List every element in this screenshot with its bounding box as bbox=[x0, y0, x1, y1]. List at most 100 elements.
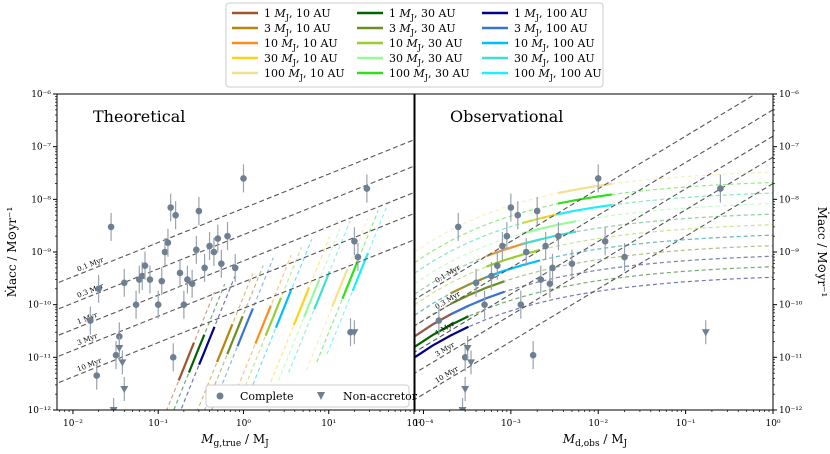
complete-point bbox=[169, 354, 177, 361]
legend-label: 1 MJ, 100 AU bbox=[514, 7, 588, 22]
complete-point bbox=[201, 264, 208, 272]
legend-nonaccretor: Non-accretor bbox=[343, 390, 418, 403]
complete-point bbox=[472, 279, 480, 287]
complete-point bbox=[218, 260, 225, 267]
y-tick-label: 10⁻¹⁰ bbox=[779, 301, 803, 311]
age-line-label: 0.1 Myr bbox=[76, 255, 105, 273]
complete-point bbox=[210, 248, 218, 256]
y-tick-label: 10⁻⁹ bbox=[31, 248, 51, 258]
complete-point bbox=[499, 242, 506, 250]
complete-point bbox=[568, 260, 576, 267]
track-segment bbox=[313, 271, 331, 310]
x-tick-label: 10⁰ bbox=[765, 419, 780, 429]
right-ylabel: Ṁacc / M⊙yr⁻¹ bbox=[815, 207, 830, 298]
complete-point bbox=[195, 207, 203, 215]
x-tick-label: 10⁻³ bbox=[501, 419, 521, 429]
age-line bbox=[57, 239, 414, 384]
right-panel-title: Observational bbox=[450, 107, 563, 126]
complete-point bbox=[546, 280, 554, 288]
complete-point bbox=[93, 372, 101, 379]
track-curve bbox=[415, 245, 773, 327]
complete-point bbox=[87, 317, 94, 324]
complete-point bbox=[351, 237, 358, 245]
complete-point bbox=[517, 301, 525, 308]
complete-point bbox=[138, 272, 146, 280]
y-tick-label: 10⁻¹¹ bbox=[28, 353, 51, 363]
complete-point bbox=[522, 248, 530, 256]
complete-point bbox=[454, 223, 462, 231]
track-segment bbox=[274, 289, 293, 329]
y-tick-label: 10⁻¹² bbox=[779, 406, 803, 416]
track-segment bbox=[302, 278, 321, 318]
complete-point bbox=[224, 232, 231, 240]
age-line bbox=[57, 212, 414, 358]
complete-point bbox=[176, 269, 184, 277]
complete-point bbox=[158, 277, 166, 285]
complete-point bbox=[112, 351, 120, 359]
point-legend: Complete Non-accretor bbox=[205, 384, 418, 408]
track-curve bbox=[288, 220, 351, 373]
nonaccretor-point bbox=[115, 345, 124, 353]
track-curve bbox=[173, 283, 226, 410]
complete-point bbox=[549, 264, 556, 272]
track-curve bbox=[415, 234, 773, 316]
track-segment bbox=[177, 342, 196, 381]
track-segment bbox=[331, 268, 349, 308]
complete-point bbox=[481, 301, 488, 308]
legend-label: 10 MJ, 100 AU bbox=[514, 37, 595, 52]
track-curve bbox=[415, 213, 773, 295]
track-segment bbox=[341, 260, 359, 300]
complete-point bbox=[533, 207, 541, 215]
nonaccretor-point bbox=[701, 329, 710, 337]
complete-point bbox=[107, 223, 115, 231]
track-curve bbox=[415, 213, 773, 295]
complete-point bbox=[542, 242, 549, 250]
x-tick-label: 10¹ bbox=[321, 419, 336, 429]
x-tick-label: 10⁻¹ bbox=[148, 419, 168, 429]
track-curve bbox=[415, 171, 773, 253]
track-segment bbox=[226, 315, 244, 355]
complete-point bbox=[363, 185, 371, 192]
age-line bbox=[57, 165, 414, 311]
complete-point bbox=[206, 242, 213, 250]
x-tick-label: 10⁻⁴ bbox=[414, 419, 434, 429]
nonaccretor-point bbox=[109, 407, 118, 410]
complete-point bbox=[494, 262, 501, 269]
complete-point bbox=[717, 185, 724, 192]
track-curve bbox=[277, 228, 341, 381]
legend-label: 3 MJ, 30 AU bbox=[389, 22, 456, 37]
complete-point bbox=[184, 276, 191, 283]
track-curve bbox=[415, 192, 773, 274]
complete-point bbox=[537, 276, 545, 283]
nonaccretor-point bbox=[350, 329, 359, 337]
track-segment bbox=[264, 297, 283, 337]
complete-point bbox=[167, 204, 174, 211]
track-segment bbox=[198, 326, 216, 366]
track-curve bbox=[197, 273, 254, 410]
y-tick-label: 10⁻⁶ bbox=[779, 90, 799, 100]
age-line bbox=[415, 182, 773, 400]
y-tick-label: 10⁻¹⁰ bbox=[28, 301, 52, 311]
complete-point bbox=[435, 317, 443, 324]
nonaccretor-point bbox=[463, 345, 472, 353]
age-line-label: 0.1 Myr bbox=[434, 263, 463, 285]
nonaccretor-point bbox=[120, 386, 129, 394]
track-segment bbox=[557, 193, 612, 205]
complete-marker-icon bbox=[216, 392, 224, 400]
track-segment bbox=[557, 203, 612, 216]
track-segment bbox=[254, 305, 272, 345]
complete-point bbox=[172, 211, 179, 219]
legend-label: 3 MJ, 10 AU bbox=[264, 22, 331, 37]
legend-label: 30 MJ, 100 AU bbox=[514, 52, 595, 67]
age-line bbox=[415, 156, 773, 374]
x-tick-label: 10² bbox=[406, 419, 421, 429]
track-segment bbox=[557, 182, 612, 195]
complete-point bbox=[164, 239, 172, 247]
complete-point bbox=[514, 211, 522, 219]
track-curve bbox=[180, 275, 236, 410]
x-tick-label: 10⁻¹ bbox=[676, 419, 696, 429]
complete-point bbox=[621, 253, 628, 261]
